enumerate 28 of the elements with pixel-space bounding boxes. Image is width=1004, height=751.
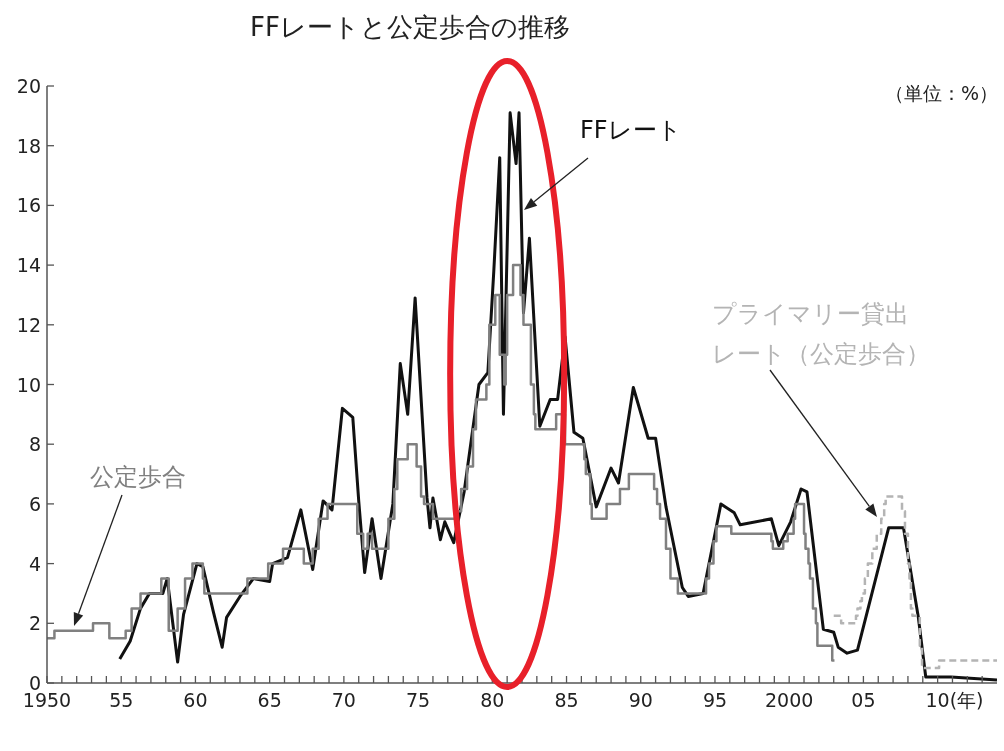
y-tick-label: 2 [28, 612, 41, 635]
x-tick-label: 75 [406, 689, 431, 711]
y-tick-label: 20 [16, 75, 41, 97]
chart-title: FFレートと公定歩合の推移 [249, 11, 571, 44]
x-tick-label: 05 [851, 689, 876, 711]
annotation: （単位：%） [884, 82, 998, 104]
y-tick-label: 16 [16, 194, 41, 217]
text: 公定歩合 [90, 463, 186, 491]
x-tick-label: 2000 [765, 689, 814, 711]
y-tick-label: 18 [16, 134, 41, 157]
x-tick-label: 85 [554, 689, 579, 711]
y-tick-label: 10 [16, 373, 41, 396]
x-tick-label: 70 [331, 689, 356, 711]
y-tick-label: 8 [28, 433, 41, 456]
x-tick-label: 80 [480, 689, 505, 711]
x-tick-label: 95 [702, 689, 728, 711]
text: FFレート [580, 116, 682, 144]
x-tick-label: 60 [183, 689, 208, 711]
x-axis-title: (年) [949, 689, 984, 711]
y-tick-label: 6 [28, 492, 41, 515]
y-tick-label: 12 [16, 313, 41, 336]
x-tick-label: 65 [257, 689, 282, 711]
x-tick-label: 10 [925, 689, 950, 711]
x-tick-label: 90 [628, 689, 653, 711]
x-tick-label: 55 [109, 689, 134, 711]
y-tick-label: 4 [28, 552, 41, 575]
y-tick-label: 14 [16, 254, 41, 277]
text: プライマリー貸出レート（公定歩合） [712, 300, 930, 368]
